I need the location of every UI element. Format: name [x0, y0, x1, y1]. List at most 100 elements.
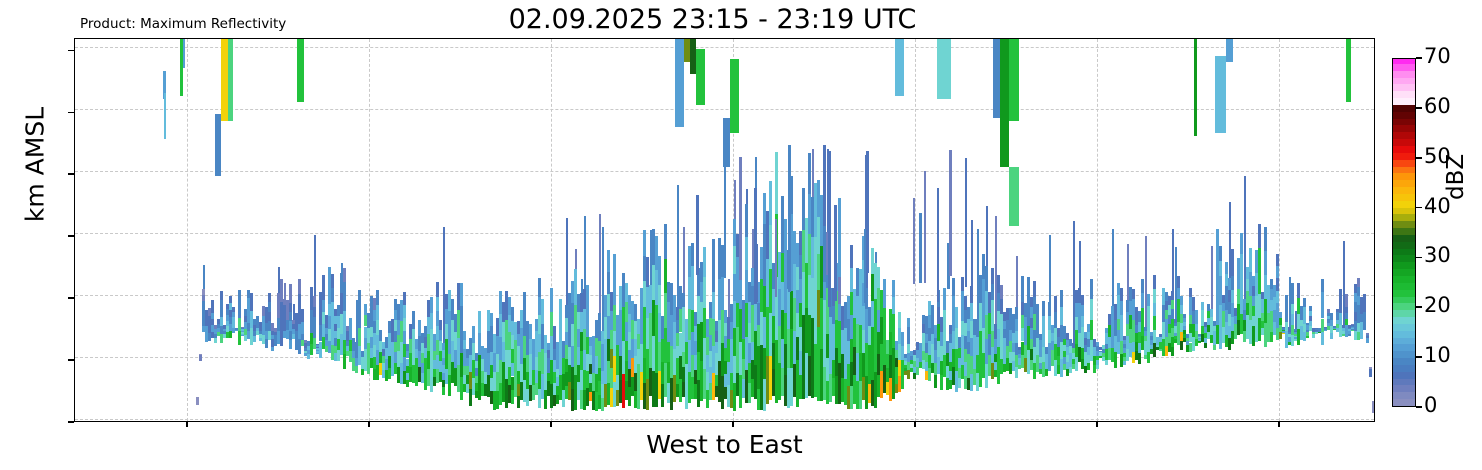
- echo-segment: [220, 299, 223, 309]
- echo-column: [337, 39, 340, 421]
- echo-segment: [796, 383, 799, 408]
- echo-segment: [691, 243, 694, 266]
- echo-segment: [1159, 344, 1162, 347]
- echo-column: [1273, 39, 1276, 421]
- echo-segment: [1198, 334, 1201, 336]
- echo-segment: [229, 324, 232, 332]
- echo-segment: [559, 323, 562, 350]
- echo-segment: [1030, 317, 1033, 329]
- echo-segment: [391, 364, 394, 377]
- echo-column: [1342, 39, 1345, 421]
- echo-column: [748, 39, 751, 421]
- echo-segment: [451, 320, 454, 342]
- echo-segment: [871, 327, 874, 354]
- echo-column: [1360, 39, 1363, 421]
- echo-segment: [727, 339, 730, 362]
- echo-segment: [991, 362, 994, 379]
- echo-segment: [406, 380, 409, 388]
- echo-column: [931, 39, 934, 421]
- echo-segment: [1291, 324, 1294, 336]
- colorbar-tick-label: 30: [1424, 243, 1451, 268]
- echo-segment: [256, 331, 259, 336]
- echo-column: [466, 39, 469, 421]
- echo-segment: [220, 308, 223, 317]
- echo-segment: [391, 330, 394, 342]
- echo-segment: [1306, 333, 1309, 336]
- echo-segment: [202, 313, 205, 320]
- echo-segment: [1339, 312, 1342, 325]
- echo-segment: [235, 328, 238, 330]
- echo-column: [538, 39, 541, 421]
- echo-segment: [280, 279, 283, 291]
- echo-column: [754, 39, 757, 421]
- echo-segment: [1360, 296, 1363, 306]
- echo-segment: [727, 362, 730, 385]
- echo-segment: [445, 368, 448, 384]
- echo-segment: [1096, 341, 1099, 347]
- echo-segment: [949, 150, 952, 276]
- echo-segment: [925, 343, 928, 353]
- echo-column: [838, 39, 841, 421]
- y-tick-mark: [68, 359, 74, 361]
- echo-segment: [1369, 366, 1372, 370]
- echo-segment: [1084, 365, 1087, 373]
- echo-column: [1276, 39, 1279, 421]
- echo-column: [1357, 39, 1360, 421]
- echo-segment: [1156, 339, 1159, 343]
- echo-segment: [1117, 330, 1120, 343]
- echo-segment: [1144, 331, 1147, 336]
- echo-segment: [364, 360, 367, 372]
- echo-segment: [1351, 324, 1354, 325]
- echo-segment: [853, 317, 856, 347]
- echo-column: [1288, 39, 1291, 421]
- echo-segment: [1075, 343, 1078, 358]
- echo-segment: [862, 282, 865, 307]
- echo-segment: [1333, 327, 1336, 329]
- echo-segment: [1162, 339, 1165, 357]
- echo-segment: [391, 318, 394, 331]
- echo-column: [691, 39, 694, 421]
- echo-segment: [784, 281, 787, 313]
- echo-segment: [1009, 352, 1012, 364]
- colorbar-band: [1393, 118, 1415, 126]
- echo-column: [1114, 39, 1117, 421]
- echo-segment: [1231, 248, 1234, 263]
- echo-segment: [1054, 296, 1057, 312]
- echo-segment: [769, 312, 772, 357]
- echo-segment: [481, 383, 484, 396]
- colorbar-band: [1393, 323, 1415, 331]
- echo-segment: [1042, 301, 1045, 317]
- echo-segment: [1030, 338, 1033, 350]
- echo-segment: [346, 346, 349, 352]
- echo-segment: [523, 357, 526, 380]
- echo-segment: [1105, 349, 1108, 355]
- echo-segment: [721, 277, 724, 311]
- echo-segment: [367, 327, 370, 344]
- echo-column: [340, 39, 343, 421]
- echo-column: [352, 39, 355, 421]
- echo-segment: [1141, 321, 1144, 337]
- echo-segment: [451, 299, 454, 321]
- echo-segment: [808, 193, 811, 235]
- echo-column: [1255, 39, 1258, 421]
- echo-segment: [1066, 369, 1069, 377]
- echo-segment: [652, 264, 655, 301]
- echo-segment: [313, 296, 316, 307]
- echo-segment: [565, 345, 568, 359]
- echo-segment: [565, 305, 568, 319]
- echo-column: [535, 39, 538, 421]
- echo-column: [1145, 39, 1147, 421]
- echo-segment: [760, 377, 763, 410]
- echo-segment: [1240, 233, 1243, 254]
- echo-segment: [817, 180, 820, 217]
- echo-segment: [508, 296, 511, 315]
- echo-segment: [838, 238, 841, 281]
- echo-segment: [934, 362, 937, 376]
- echo-segment: [319, 324, 322, 342]
- echo-column: [993, 39, 1000, 421]
- echo-column: [1096, 39, 1099, 421]
- echo-segment: [898, 360, 901, 377]
- echo-column: [1112, 39, 1114, 421]
- echo-column: [739, 39, 742, 421]
- echo-segment: [913, 373, 916, 379]
